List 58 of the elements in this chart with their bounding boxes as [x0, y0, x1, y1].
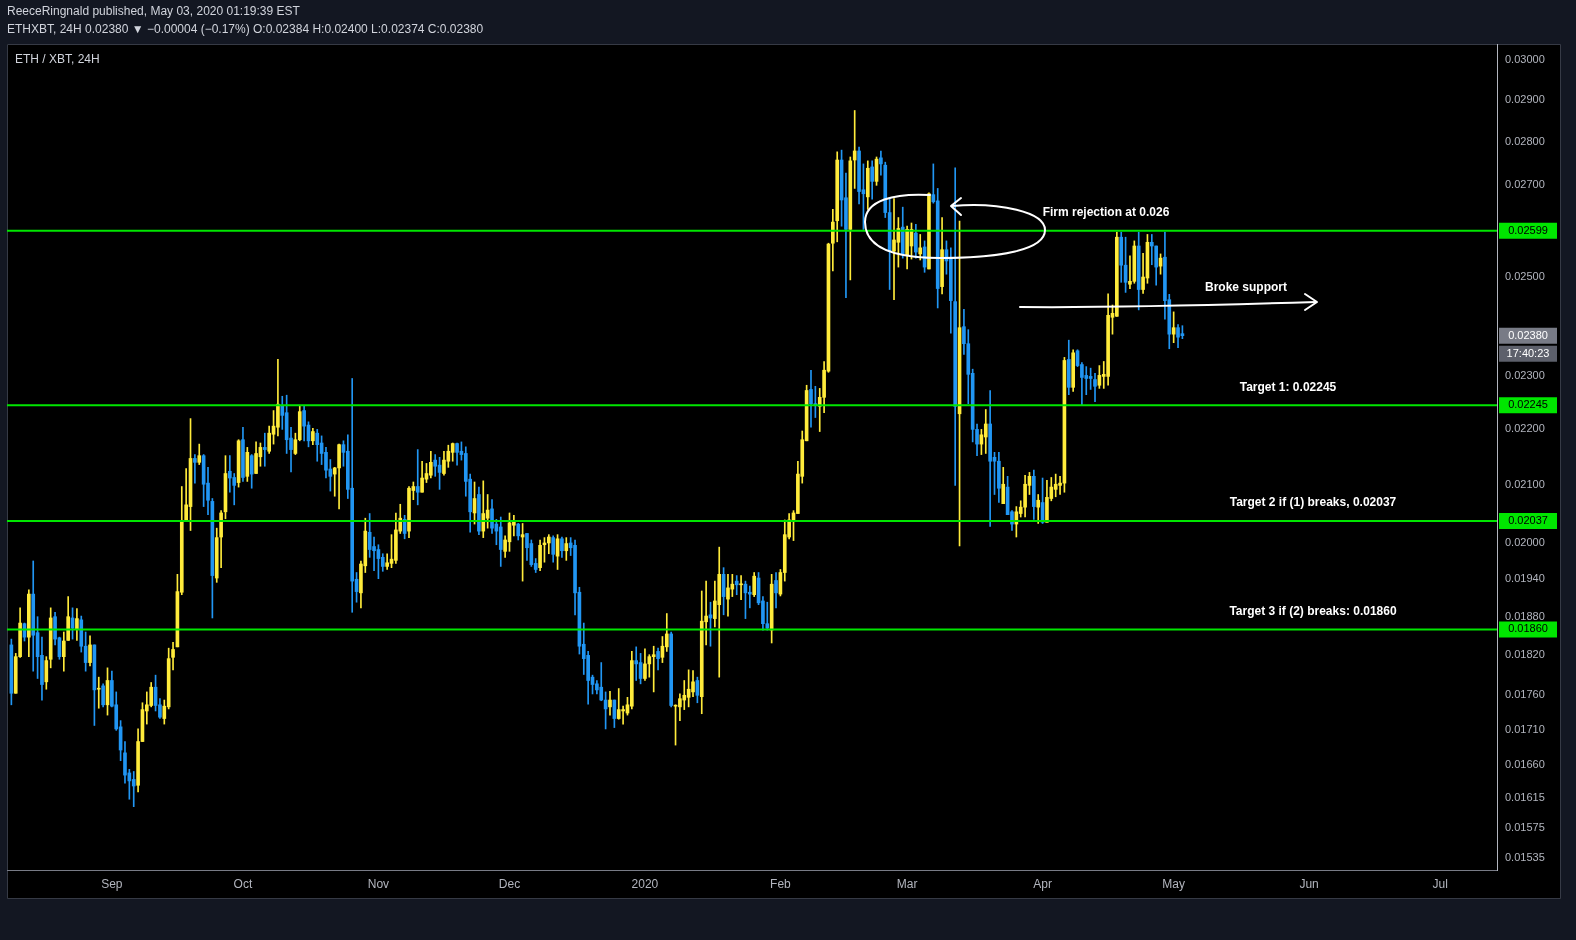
x-tick-label: Jun [1299, 876, 1319, 891]
text: 17:40:23 [1506, 346, 1550, 359]
annotation: Target 1: 0.02245 [1239, 379, 1337, 394]
ref-line-label: 0.02599 [1508, 223, 1548, 236]
y-tick-label: 0.01615 [1505, 790, 1545, 803]
text: ReeceRingnald published, May 03, 2020 01:19:39 EST [7, 4, 300, 18]
chart-subtitle: ETHXBT, 24H 0.02380 ▼ −0.00004 (−0.17%) O:0.02384 H:0.02400 L:0.02374 C:0.02380 [7, 22, 484, 36]
y-tick-label: 0.01760 [1505, 688, 1545, 701]
x-tick-label: Oct [233, 876, 253, 891]
candlestick [734, 575, 739, 596]
y-tick-label: 0.02900 [1505, 93, 1545, 106]
candlestick [131, 771, 136, 807]
candlestick [852, 110, 857, 189]
x-tick-label: Nov [367, 876, 390, 891]
candlestick [415, 449, 420, 506]
x-tick-label: 2020 [631, 876, 659, 891]
candlestick [1149, 234, 1154, 266]
candlestick [634, 646, 639, 681]
candlestick [651, 645, 656, 693]
y-tick-label: 0.01575 [1505, 820, 1545, 833]
annotation: Broke support [1204, 280, 1288, 295]
y-tick-label: 0.01880 [1505, 609, 1545, 622]
x-tick-label: Feb [770, 876, 792, 891]
y-tick-label: 0.02500 [1505, 270, 1545, 283]
y-tick-label: 0.01820 [1505, 648, 1545, 661]
x-tick-label: Sep [101, 876, 123, 891]
candlestick [621, 705, 625, 725]
ref-line-label: 0.01860 [1508, 622, 1548, 635]
x-tick-label: Apr [1033, 876, 1052, 891]
annotation: Target 2 if (1) breaks, 0.02037 [1229, 495, 1397, 510]
ref-line-label: 0.02245 [1508, 398, 1548, 411]
candlestick [739, 575, 743, 601]
y-tick-label: 0.02700 [1505, 178, 1545, 191]
candlestick [372, 536, 376, 572]
y-tick-label: 0.01535 [1505, 851, 1545, 864]
annotation: Target 3 if (2) breaks: 0.01860 [1229, 603, 1397, 618]
x-tick-label: May [1162, 876, 1185, 891]
ref-line-label: 0.02037 [1508, 514, 1548, 527]
candlestick [96, 676, 101, 709]
x-tick-label: Dec [498, 876, 521, 891]
candlestick [193, 454, 197, 484]
annotation: Firm rejection at 0.026 [1042, 205, 1170, 220]
y-tick-label: 0.01660 [1505, 758, 1545, 771]
candlestick [1058, 476, 1062, 495]
x-tick-label: Jul [1432, 876, 1448, 891]
candlestick [262, 432, 267, 467]
y-tick-label: 0.03000 [1505, 52, 1545, 65]
y-tick-label: 0.02800 [1505, 135, 1545, 148]
text: ETH / XBT, 24H [15, 52, 100, 67]
y-tick-label: 0.02200 [1505, 422, 1545, 435]
y-tick-label: 0.01710 [1505, 722, 1545, 735]
y-tick-label: 0.02000 [1505, 535, 1545, 548]
y-tick-label: 0.01940 [1505, 572, 1545, 585]
text: 0.02380 [1508, 328, 1548, 341]
y-tick-label: 0.02100 [1505, 477, 1545, 490]
x-tick-label: Mar [896, 876, 918, 891]
y-tick-label: 0.02300 [1505, 369, 1545, 382]
candlestick [892, 198, 896, 300]
